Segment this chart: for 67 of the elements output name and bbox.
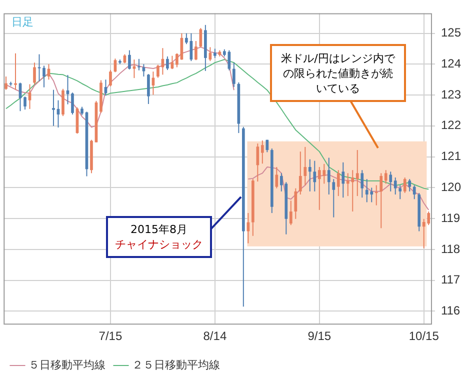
candlestick: [336, 170, 340, 197]
y-tick-label: 119: [440, 210, 460, 225]
candlestick: [260, 140, 264, 164]
candlestick: [14, 52, 17, 90]
y-tick-label: 123: [440, 87, 462, 102]
candlestick: [327, 157, 330, 195]
annotation: 米ドル/円はレンジ内での限られた値動きが続いている: [280, 50, 396, 96]
candlestick: [298, 151, 302, 195]
candlestick: [412, 184, 416, 200]
candlestick: [208, 46, 212, 62]
y-tick-label: 125: [440, 26, 462, 40]
candlestick: [380, 172, 383, 229]
candlestick: [138, 58, 140, 71]
candlestick: [176, 52, 178, 68]
y-tick-label: 116: [440, 304, 460, 318]
candlestick: [342, 162, 345, 198]
candlestick: [313, 160, 316, 192]
candlestick: [166, 56, 169, 71]
candlestick: [360, 170, 364, 198]
candlestick: [28, 84, 32, 110]
candlestick: [214, 48, 216, 58]
y-tick-label: 118: [440, 242, 460, 256]
annotation: 2015年8月: [130, 222, 188, 237]
candlestick: [275, 166, 278, 189]
y-tick-label: 117: [440, 272, 460, 287]
x-tick-label: 7/15: [98, 329, 122, 344]
candlestick: [403, 177, 406, 194]
candlestick: [408, 178, 412, 192]
candlestick: [42, 65, 46, 88]
x-tick-label: 9/15: [308, 329, 332, 344]
y-tick-label: 124: [440, 56, 462, 70]
legend-label: ２５日移動平均線: [132, 358, 220, 372]
candlestick: [266, 139, 269, 153]
candlestick: [128, 50, 131, 70]
candlestick: [38, 54, 41, 82]
candlestick: [374, 184, 378, 206]
candlestick: [156, 64, 160, 78]
candlestick: [52, 89, 55, 126]
candlestick: [147, 74, 150, 105]
candlestick: [398, 184, 402, 200]
candlestick: [384, 170, 388, 184]
candlestick: [356, 150, 359, 197]
candlestick: [24, 96, 26, 110]
candlestick: [394, 177, 397, 195]
candlestick: [308, 158, 312, 192]
candlestick: [33, 62, 36, 85]
candlestick: [194, 40, 198, 61]
candlestick: [185, 32, 188, 45]
y-tick-label: 121: [440, 149, 462, 164]
x-tick-label: 10/15: [408, 329, 440, 344]
annotation: 日足: [12, 16, 34, 29]
candlestick: [246, 212, 250, 244]
candlestick: [232, 62, 236, 88]
candlestick: [71, 92, 74, 116]
annotation: チャイナショック: [114, 237, 204, 252]
legend-label: ５日移動平均線: [28, 358, 106, 372]
y-tick-label: 120: [440, 180, 462, 194]
x-tick-label: 8/14: [203, 329, 227, 344]
candlestick: [289, 200, 292, 226]
candlestick: [304, 146, 307, 186]
candlestick: [4, 76, 8, 90]
y-tick-label: 122: [440, 118, 462, 132]
candlestick: [332, 178, 336, 218]
candlestick: [109, 70, 112, 87]
candlestick: [256, 143, 260, 182]
candlestick: [294, 188, 298, 220]
candlestick: [389, 171, 392, 192]
